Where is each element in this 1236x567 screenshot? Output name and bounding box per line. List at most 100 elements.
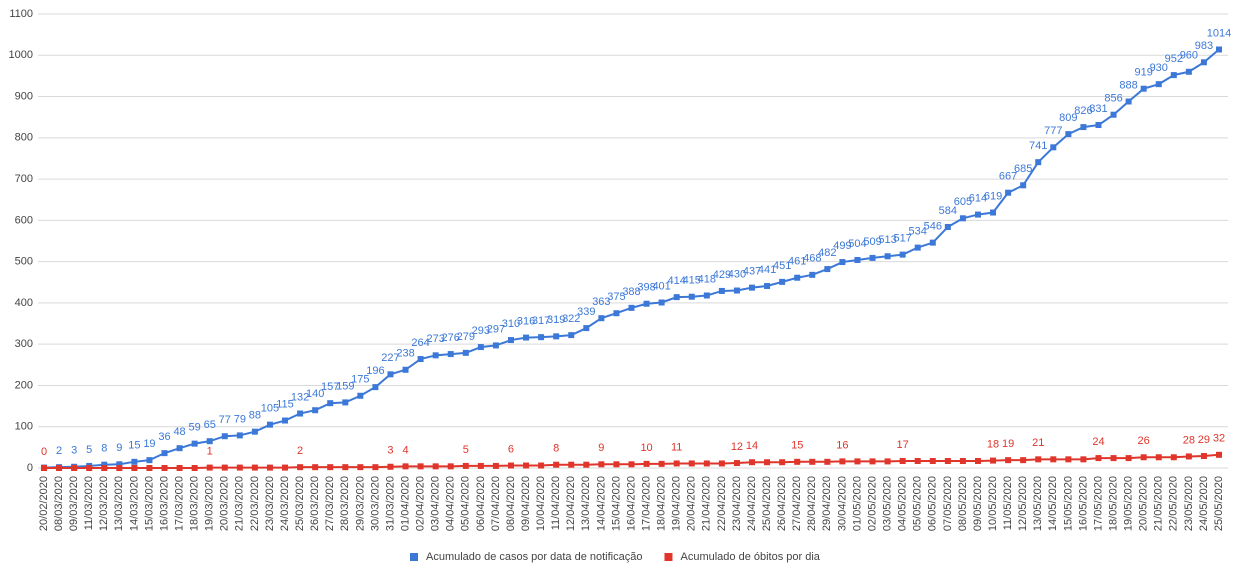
- point: [266, 421, 273, 428]
- data-label: 316: [517, 315, 535, 327]
- data-label: 310: [502, 318, 520, 330]
- x-tick-label: 17/04/2020: [640, 476, 652, 531]
- point: [718, 287, 725, 294]
- data-label: 5: [463, 444, 469, 456]
- point: [1080, 124, 1087, 131]
- point: [598, 315, 605, 322]
- data-label: 499: [833, 240, 851, 252]
- x-tick-label: 10/05/2020: [987, 476, 999, 531]
- point: [357, 392, 364, 399]
- data-label: 983: [1195, 40, 1213, 52]
- point: [1050, 456, 1057, 463]
- data-label: 3: [387, 445, 393, 457]
- data-label: 227: [381, 352, 399, 364]
- point: [944, 223, 951, 230]
- point: [839, 259, 846, 266]
- x-tick-label: 18/04/2020: [656, 476, 668, 531]
- point: [1065, 456, 1072, 463]
- point: [990, 457, 997, 464]
- data-label: 513: [878, 234, 896, 246]
- data-label: 667: [999, 171, 1017, 183]
- point: [1185, 453, 1192, 460]
- point: [583, 325, 590, 332]
- point: [1020, 182, 1027, 189]
- x-tick-label: 19/04/2020: [671, 476, 683, 531]
- point: [161, 465, 168, 471]
- data-label: 441: [758, 264, 776, 276]
- point: [658, 460, 665, 467]
- point: [899, 251, 906, 258]
- point: [507, 337, 514, 344]
- point: [86, 465, 93, 471]
- data-label: 322: [562, 313, 580, 325]
- data-label: 1: [207, 445, 213, 457]
- point: [944, 457, 951, 464]
- y-tick-label: 100: [15, 421, 33, 433]
- data-label: 12: [731, 441, 743, 453]
- point: [628, 461, 635, 468]
- point: [764, 459, 771, 466]
- point: [236, 464, 243, 471]
- point: [1155, 81, 1162, 88]
- data-label: 504: [848, 238, 866, 250]
- data-label: 319: [547, 314, 565, 326]
- data-label: 105: [261, 403, 279, 415]
- x-tick-label: 04/04/2020: [445, 476, 457, 531]
- point: [779, 278, 786, 285]
- point: [854, 256, 861, 263]
- point: [176, 465, 183, 471]
- point: [251, 464, 258, 471]
- point: [492, 462, 499, 469]
- x-tick-label: 28/04/2020: [806, 476, 818, 531]
- data-label: 59: [189, 422, 201, 434]
- x-tick-label: 11/04/2020: [550, 476, 562, 530]
- data-label: 517: [893, 233, 911, 245]
- data-label: 430: [728, 268, 746, 280]
- x-tick-label: 19/03/2020: [204, 476, 216, 531]
- point: [432, 463, 439, 470]
- data-label: 809: [1059, 112, 1077, 124]
- x-tick-label: 14/05/2020: [1047, 476, 1059, 531]
- legend-swatch: [410, 553, 418, 561]
- data-label: 4: [402, 444, 408, 456]
- point: [266, 464, 273, 471]
- x-tick-label: 16/05/2020: [1077, 476, 1089, 531]
- data-label: 856: [1104, 93, 1122, 105]
- x-tick-label: 27/03/2020: [324, 476, 336, 531]
- point: [688, 293, 695, 300]
- point: [1125, 98, 1132, 105]
- point: [387, 371, 394, 378]
- x-tick-label: 21/03/2020: [234, 476, 246, 531]
- point: [959, 215, 966, 222]
- x-tick-label: 23/03/2020: [264, 476, 276, 531]
- point: [658, 299, 665, 306]
- y-tick-label: 1100: [9, 8, 33, 20]
- x-tick-label: 15/03/2020: [143, 476, 155, 531]
- data-label: 77: [219, 414, 231, 426]
- point: [417, 463, 424, 470]
- point: [643, 300, 650, 307]
- point: [613, 310, 620, 317]
- data-label: 32: [1213, 433, 1225, 445]
- legend-label: Acumulado de casos por data de notificaç…: [426, 551, 642, 563]
- y-tick-label: 800: [15, 132, 33, 144]
- data-label: 482: [818, 247, 836, 259]
- point: [357, 464, 364, 471]
- data-label: 461: [788, 256, 806, 268]
- point: [131, 458, 138, 465]
- x-tick-label: 12/04/2020: [565, 476, 577, 531]
- x-tick-label: 27/04/2020: [791, 476, 803, 531]
- x-tick-label: 07/05/2020: [942, 476, 954, 531]
- point: [282, 417, 289, 424]
- point: [1065, 131, 1072, 138]
- x-tick-label: 14/03/2020: [128, 476, 140, 531]
- point: [131, 465, 138, 471]
- point: [462, 349, 469, 356]
- point: [794, 274, 801, 281]
- data-label: 65: [204, 419, 216, 431]
- x-tick-label: 05/04/2020: [460, 476, 472, 531]
- point: [41, 465, 47, 471]
- data-label: 619: [984, 190, 1002, 202]
- x-tick-label: 04/05/2020: [897, 476, 909, 531]
- point: [417, 356, 424, 363]
